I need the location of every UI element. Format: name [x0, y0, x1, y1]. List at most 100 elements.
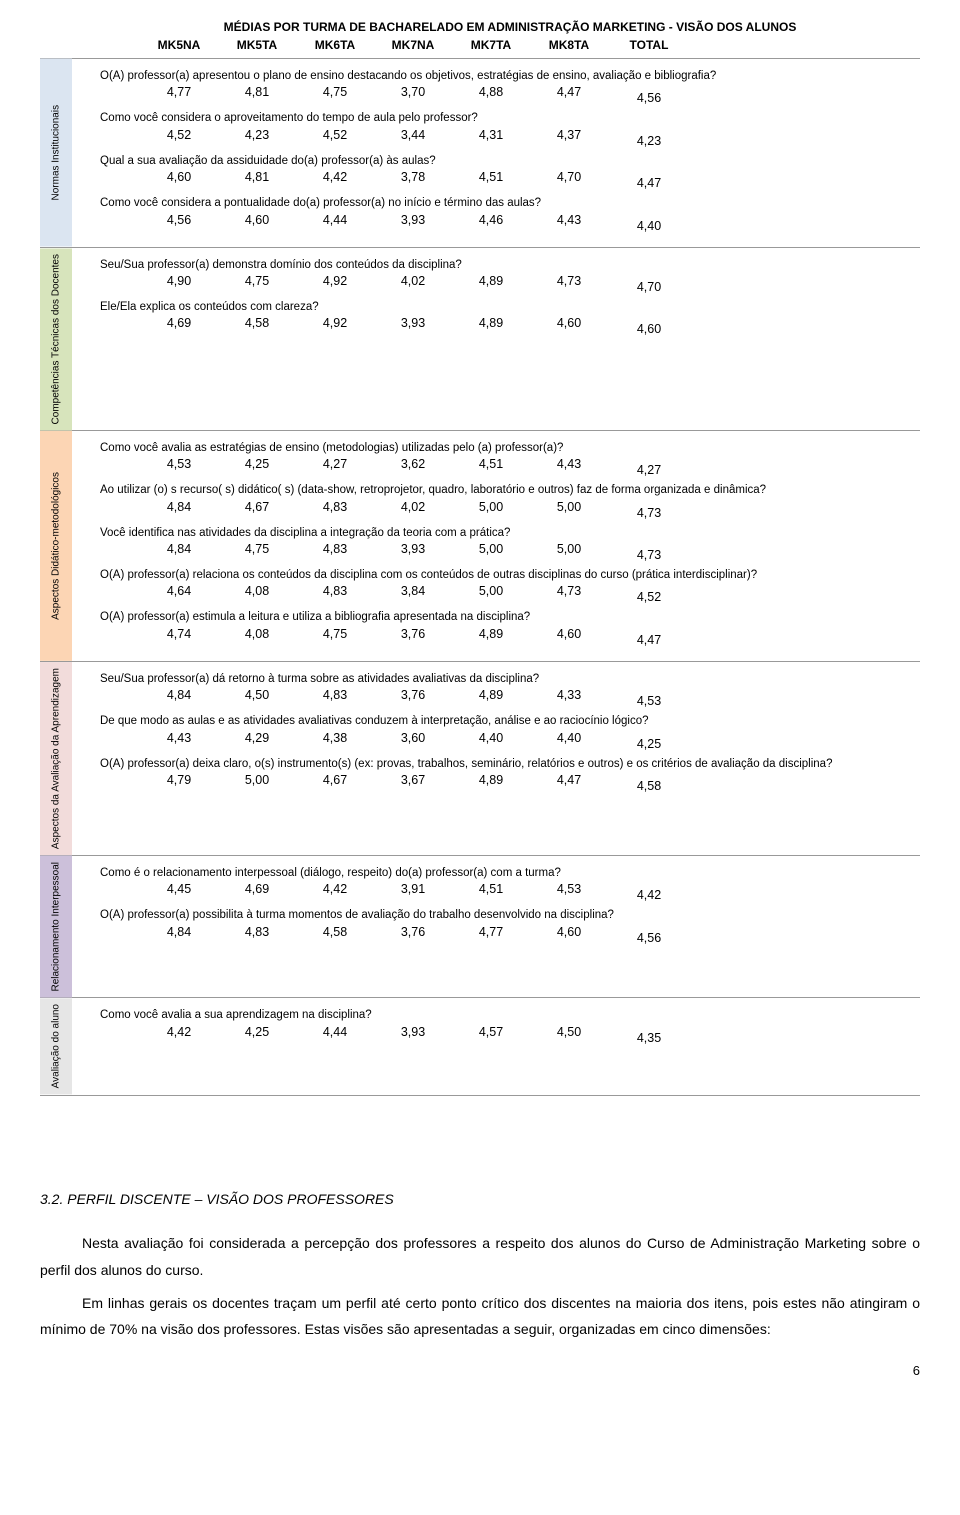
value-cell: 4,47: [530, 773, 608, 793]
value-cell: 3,93: [374, 1025, 452, 1045]
section-body: Como é o relacionamento interpessoal (di…: [72, 856, 920, 998]
value-total: 4,23: [608, 128, 690, 148]
value-total: 4,60: [608, 316, 690, 336]
value-total: 4,70: [608, 274, 690, 294]
question-text: Como você avalia a sua aprendizagem na d…: [100, 1008, 914, 1022]
value-cell: 4,56: [140, 213, 218, 233]
col-header: MK7NA: [374, 38, 452, 52]
value-cell: 4,50: [218, 688, 296, 708]
value-cell: 4,69: [218, 882, 296, 902]
col-header: MK5TA: [218, 38, 296, 52]
question-text: Ele/Ela explica os conteúdos com clareza…: [100, 300, 914, 314]
value-cell: 4,84: [140, 500, 218, 520]
value-row: 4,904,754,924,024,894,734,70: [100, 274, 914, 294]
question-text: O(A) professor(a) possibilita à turma mo…: [100, 908, 914, 922]
value-total: 4,47: [608, 170, 690, 190]
section-row: Aspectos Didático-metodológicosComo você…: [40, 430, 920, 661]
value-cell: 4,64: [140, 584, 218, 604]
section-row: Avaliação do alunoComo você avalia a sua…: [40, 997, 920, 1095]
question-text: De que modo as aulas e as atividades ava…: [100, 714, 914, 728]
value-cell: 4,89: [452, 773, 530, 793]
question-text: Como você considera o aproveitamento do …: [100, 111, 914, 125]
value-total: 4,58: [608, 773, 690, 793]
question-text: O(A) professor(a) relaciona os conteúdos…: [100, 568, 914, 582]
section-side-label: Normas Institucionais: [40, 59, 72, 247]
value-row: 4,774,814,753,704,884,474,56: [100, 85, 914, 105]
question-text: O(A) professor(a) deixa claro, o(s) inst…: [100, 757, 914, 771]
value-cell: 4,08: [218, 627, 296, 647]
table-title: MÉDIAS POR TURMA DE BACHARELADO EM ADMIN…: [40, 20, 920, 34]
value-cell: 4,29: [218, 731, 296, 751]
value-cell: 4,27: [296, 457, 374, 477]
value-total: 4,53: [608, 688, 690, 708]
value-cell: 4,83: [296, 542, 374, 562]
value-cell: 4,83: [296, 500, 374, 520]
value-row: 4,454,694,423,914,514,534,42: [100, 882, 914, 902]
value-cell: 4,92: [296, 274, 374, 294]
section-body: Seu/Sua professor(a) dá retorno à turma …: [72, 662, 920, 855]
value-cell: 4,38: [296, 731, 374, 751]
page-number: 6: [40, 1363, 920, 1378]
value-cell: 3,76: [374, 688, 452, 708]
value-cell: 4,60: [140, 170, 218, 190]
col-header: MK8TA: [530, 38, 608, 52]
value-total: 4,73: [608, 500, 690, 520]
value-cell: 4,84: [140, 925, 218, 945]
value-row: 4,694,584,923,934,894,604,60: [100, 316, 914, 336]
value-cell: 4,25: [218, 457, 296, 477]
narrative-paragraph: Em linhas gerais os docentes traçam um p…: [40, 1290, 920, 1343]
value-cell: 4,67: [218, 500, 296, 520]
section-row: Aspectos da Avaliação da Aprendizagem Seu…: [40, 661, 920, 855]
value-total: 4,35: [608, 1025, 690, 1045]
question-text: Como você considera a pontualidade do(a)…: [100, 196, 914, 210]
value-cell: 4,67: [296, 773, 374, 793]
value-cell: 4,73: [530, 584, 608, 604]
value-row: 4,844,834,583,764,774,604,56: [100, 925, 914, 945]
section-row: Relacionamento InterpessoalComo é o rela…: [40, 855, 920, 998]
value-cell: 4,89: [452, 274, 530, 294]
col-header: MK7TA: [452, 38, 530, 52]
question-text: Seu/Sua professor(a) dá retorno à turma …: [100, 672, 914, 686]
question-text: O(A) professor(a) apresentou o plano de …: [100, 69, 914, 83]
value-cell: 3,76: [374, 627, 452, 647]
section-side-label: Competências Técnicas dos Docentes: [40, 248, 72, 430]
value-cell: 4,89: [452, 316, 530, 336]
value-total: 4,27: [608, 457, 690, 477]
col-header-total: TOTAL: [608, 38, 690, 52]
value-cell: 4,92: [296, 316, 374, 336]
value-cell: 4,58: [296, 925, 374, 945]
value-cell: 4,44: [296, 213, 374, 233]
value-cell: 4,84: [140, 688, 218, 708]
section-side-label: Aspectos da Avaliação da Aprendizagem: [40, 662, 72, 855]
section-side-label: Relacionamento Interpessoal: [40, 856, 72, 998]
value-cell: 4,51: [452, 457, 530, 477]
value-cell: 4,02: [374, 500, 452, 520]
section-side-label: Aspectos Didático-metodológicos: [40, 431, 72, 661]
value-total: 4,52: [608, 584, 690, 604]
value-row: 4,424,254,443,934,574,504,35: [100, 1025, 914, 1045]
question-text: Ao utilizar (o) s recurso( s) didático( …: [100, 483, 914, 497]
value-cell: 3,93: [374, 316, 452, 336]
value-cell: 4,81: [218, 85, 296, 105]
value-cell: 4,75: [218, 542, 296, 562]
value-cell: 3,78: [374, 170, 452, 190]
section-row: Normas Institucionais O(A) professor(a) a…: [40, 58, 920, 247]
value-cell: 4,81: [218, 170, 296, 190]
value-row: 4,844,674,834,025,005,004,73: [100, 500, 914, 520]
value-cell: 3,76: [374, 925, 452, 945]
value-total: 4,56: [608, 925, 690, 945]
value-row: 4,534,254,273,624,514,434,27: [100, 457, 914, 477]
value-row: 4,795,004,673,674,894,474,58: [100, 773, 914, 793]
value-row: 4,564,604,443,934,464,434,40: [100, 213, 914, 233]
value-cell: 4,51: [452, 882, 530, 902]
value-cell: 3,70: [374, 85, 452, 105]
value-cell: 4,23: [218, 128, 296, 148]
value-cell: 4,89: [452, 688, 530, 708]
value-cell: 5,00: [452, 584, 530, 604]
value-cell: 5,00: [530, 542, 608, 562]
col-header: MK5NA: [140, 38, 218, 52]
value-cell: 4,42: [140, 1025, 218, 1045]
narrative-block: 3.2. PERFIL DISCENTE – VISÃO DOS PROFESS…: [40, 1186, 920, 1343]
value-cell: 4,25: [218, 1025, 296, 1045]
value-cell: 4,74: [140, 627, 218, 647]
